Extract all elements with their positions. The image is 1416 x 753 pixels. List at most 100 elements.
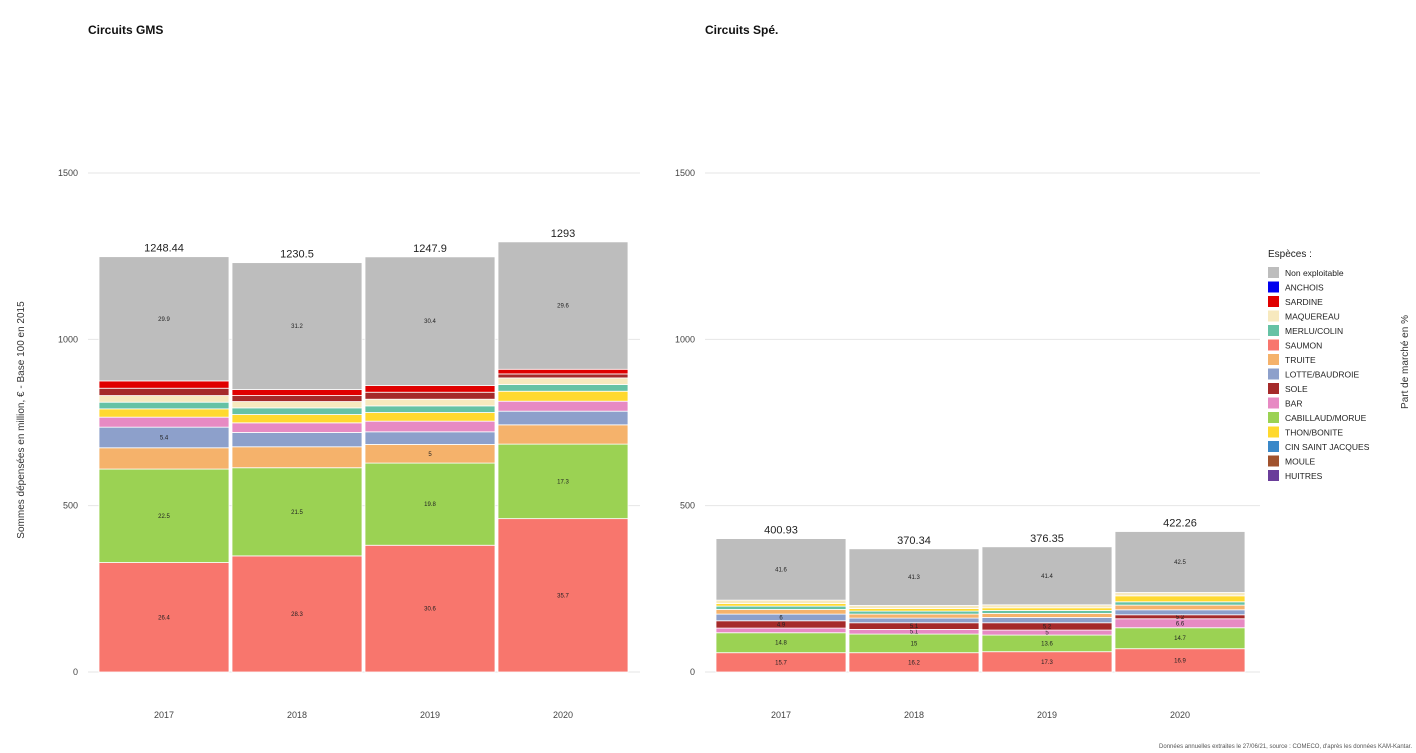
bar-segment-merlu-colin — [98, 401, 230, 410]
y-tick-label: 500 — [63, 501, 78, 511]
bar-segment-maquereau — [231, 401, 363, 409]
segment-pct-label: 30.6 — [424, 607, 436, 613]
bar-segment-merlu-colin — [1114, 601, 1246, 606]
y-tick-label: 0 — [690, 667, 695, 677]
segment-pct-label: 29.6 — [557, 304, 569, 310]
bar-segment-truite — [497, 424, 629, 445]
y-axis-title: Sommes dépensées en million, € - Base 10… — [16, 301, 27, 539]
segment-pct-label: 42.5 — [1174, 560, 1186, 566]
segment-pct-label: 31.2 — [291, 324, 303, 330]
segment-pct-label: 22.5 — [158, 514, 170, 520]
legend-label: THON/BONITE — [1285, 428, 1343, 438]
legend-swatch — [1268, 296, 1279, 307]
bar-segment-thon-bonite — [364, 412, 496, 422]
segment-pct-label: 35.7 — [557, 593, 569, 599]
bar-segment-maquereau — [981, 604, 1113, 609]
bar-segment-lotte-baudroie — [848, 617, 980, 624]
segment-pct-label: 5.2 — [1043, 624, 1052, 630]
segment-pct-label: 5.1 — [910, 630, 919, 636]
bar-total-label: 1293 — [551, 228, 575, 240]
bar-segment-maquereau — [98, 395, 230, 403]
bar-segment-cabillaud-morue — [98, 468, 230, 563]
x-tick-label: 2019 — [1037, 710, 1057, 720]
source-caption: Données annuelles extraites le 27/06/21,… — [1159, 744, 1412, 750]
bar-segment-lotte-baudroie — [1114, 609, 1246, 616]
legend-label: BAR — [1285, 399, 1302, 409]
bar-segment-cabillaud-morue — [231, 467, 363, 557]
segment-pct-label: 26.4 — [158, 615, 170, 621]
legend-swatch — [1268, 368, 1279, 380]
legend-label: SOLE — [1285, 384, 1308, 394]
legend-label: LOTTE/BAUDROIE — [1285, 370, 1359, 380]
segment-pct-label: 14.8 — [775, 641, 787, 647]
bar-segment-non-exploitable — [231, 262, 363, 390]
bar-segment-truite — [848, 613, 980, 619]
x-tick-label: 2019 — [420, 710, 440, 720]
bar-segment-sole — [98, 387, 230, 396]
bar-segment-merlu-colin — [497, 384, 629, 392]
segment-pct-label: 19.8 — [424, 502, 436, 508]
bar-segment-non-exploitable — [715, 538, 847, 601]
bar-segment-sole — [231, 395, 363, 402]
panel-title: Circuits Spé. — [705, 23, 778, 37]
x-tick-label: 2020 — [1170, 710, 1190, 720]
segment-pct-label: 16.9 — [1174, 658, 1186, 664]
segment-pct-label: 16.2 — [908, 660, 920, 666]
bar-segment-lotte-baudroie — [364, 431, 496, 445]
legend-label: MERLU/COLIN — [1285, 326, 1343, 336]
bar-segment-non-exploitable — [848, 548, 980, 606]
y-tick-label: 1500 — [675, 168, 695, 178]
segment-pct-label: 41.3 — [908, 575, 920, 581]
legend-label: MOULE — [1285, 457, 1316, 467]
y-tick-label: 500 — [680, 501, 695, 511]
bar-segment-sardine — [364, 385, 496, 393]
panel-title: Circuits GMS — [88, 23, 163, 37]
bar-segment-merlu-colin — [848, 610, 980, 615]
bar-segment-sole — [497, 373, 629, 379]
bar-total-label: 400.93 — [764, 525, 798, 537]
bar-segment-bar — [715, 627, 847, 634]
y-tick-label: 1000 — [58, 334, 78, 344]
segment-pct-label: 41.4 — [1041, 574, 1053, 580]
bar-segment-cabillaud-morue — [364, 462, 496, 546]
segment-pct-label: 14.7 — [1174, 636, 1186, 642]
bar-total-label: 1248.44 — [144, 243, 184, 255]
legend-label: Non exploitable — [1285, 268, 1344, 278]
bar-segment-maquereau — [364, 398, 496, 407]
legend-label: SAUMON — [1285, 341, 1322, 351]
bar-segment-maquereau — [497, 377, 629, 385]
legend-swatch — [1268, 470, 1279, 481]
bar-segment-non-exploitable — [98, 256, 230, 382]
legend-label: CIN SAINT JACQUES — [1285, 442, 1370, 452]
legend-swatch — [1268, 325, 1279, 336]
segment-pct-label: 5 — [428, 452, 432, 458]
bar-segment-non-exploitable — [981, 546, 1113, 606]
bar-segment-merlu-colin — [715, 605, 847, 610]
bar-segment-sardine — [497, 368, 629, 375]
legend-swatch — [1268, 455, 1279, 467]
x-tick-label: 2018 — [287, 710, 307, 720]
bar-segment-bar — [98, 416, 230, 428]
segment-pct-label: 5.4 — [160, 435, 169, 441]
bar-total-label: 1230.5 — [280, 249, 314, 261]
bar-segment-sardine — [98, 380, 230, 389]
bar-segment-lotte-baudroie — [231, 432, 363, 448]
x-tick-label: 2017 — [771, 710, 791, 720]
segment-pct-label: 13.6 — [1041, 641, 1053, 647]
segment-pct-label: 29.9 — [158, 317, 170, 323]
bar-segment-non-exploitable — [497, 241, 629, 370]
legend-swatch — [1268, 281, 1279, 293]
legend-swatch — [1268, 441, 1279, 452]
x-tick-label: 2017 — [154, 710, 174, 720]
legend-label: MAQUEREAU — [1285, 312, 1340, 322]
bar-segment-merlu-colin — [231, 407, 363, 415]
bar-segment-saumon — [497, 518, 629, 673]
segment-pct-label: 4.9 — [777, 622, 786, 628]
segment-pct-label: 28.3 — [291, 612, 303, 618]
right-axis-title: Part de marché en % — [1400, 315, 1411, 409]
bar-segment-saumon — [364, 544, 496, 673]
segment-pct-label: 5.1 — [910, 624, 919, 630]
legend-swatch — [1268, 397, 1279, 409]
segment-pct-label: 5.2 — [1176, 615, 1185, 621]
